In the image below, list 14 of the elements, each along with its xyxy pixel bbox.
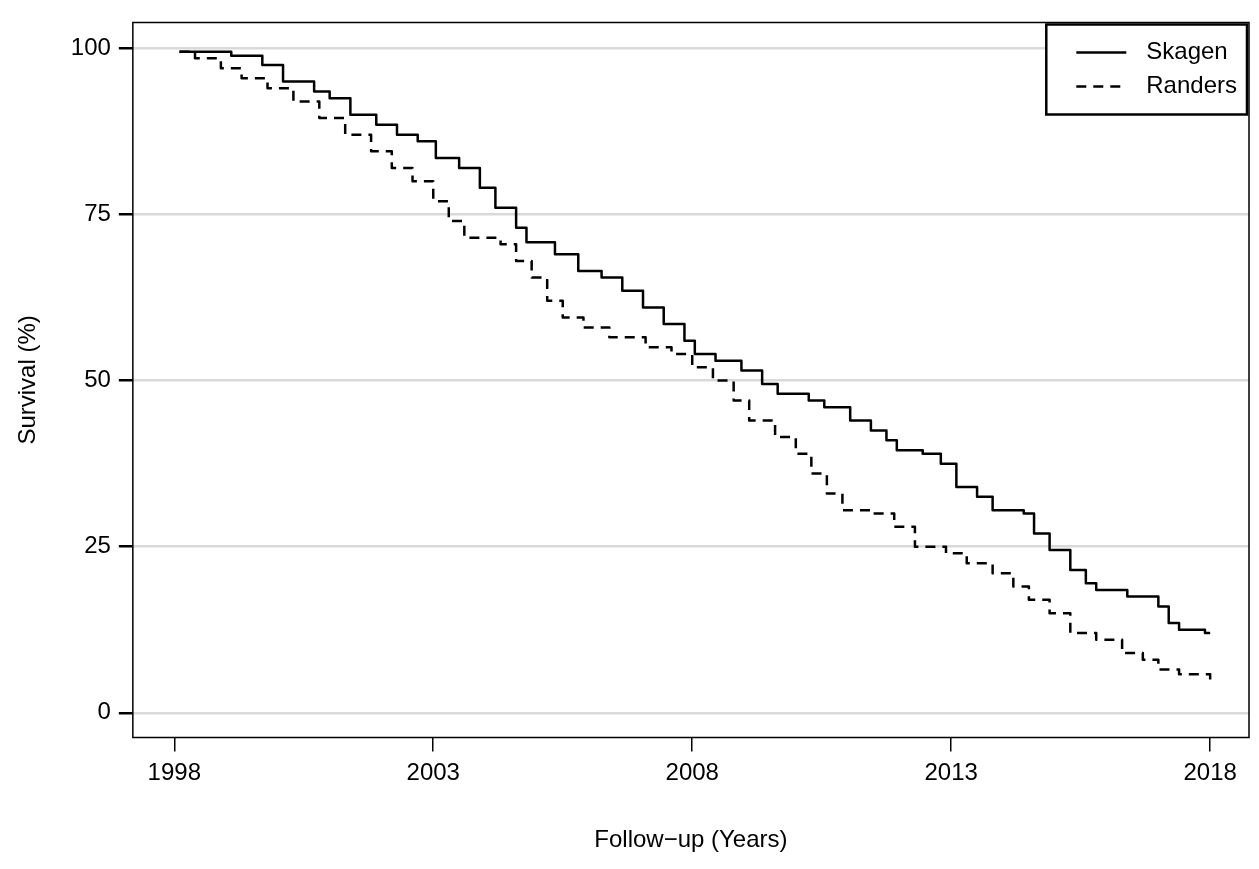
y-tick-label: 75 [84,199,111,227]
x-tick-label: 2008 [665,758,719,786]
y-tick-label: 25 [84,531,111,559]
x-tick-label: 2003 [406,758,460,786]
y-tick-label: 0 [97,697,111,725]
y-axis-title: Survival (%) [13,315,41,445]
y-tick-label: 100 [70,32,111,60]
legend-label: Randers [1146,71,1237,99]
x-axis-title: Follow−up (Years) [594,825,788,853]
x-tick-label: 2018 [1183,758,1237,786]
y-tick-label: 50 [84,365,111,393]
legend-label: Skagen [1146,37,1228,65]
x-tick-label: 2013 [924,758,978,786]
x-tick-label: 1998 [147,758,201,786]
